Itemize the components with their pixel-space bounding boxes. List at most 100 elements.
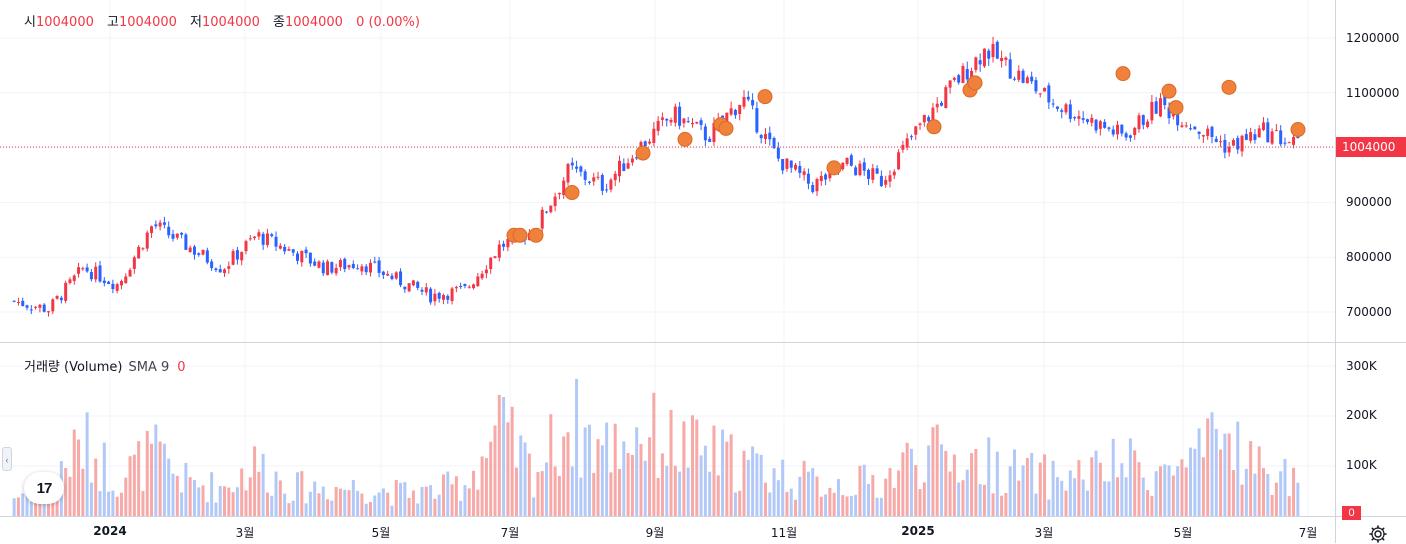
volume-bar xyxy=(145,430,149,516)
candle-body xyxy=(1146,121,1150,127)
volume-bar xyxy=(1073,478,1077,516)
candle-body xyxy=(708,138,712,142)
volume-bar xyxy=(248,477,252,516)
candle-body xyxy=(1257,128,1261,138)
volume-bar xyxy=(411,490,415,516)
volume-bar xyxy=(836,479,840,516)
candle-body xyxy=(1266,122,1270,143)
candle-body xyxy=(1244,134,1248,140)
volume-bar xyxy=(1287,496,1291,516)
volume-bar xyxy=(553,466,557,516)
candle-body xyxy=(772,137,776,149)
volume-bar xyxy=(630,454,634,516)
volume-bar xyxy=(901,452,905,516)
collapse-pane-button[interactable]: ‹ xyxy=(2,447,12,471)
candle-body xyxy=(1180,125,1184,127)
candle-body xyxy=(626,163,630,169)
volume-bar xyxy=(931,427,935,516)
candle-body xyxy=(244,241,248,252)
volume-bar xyxy=(407,497,411,516)
close-label: 종 xyxy=(273,15,286,30)
volume-bar xyxy=(347,490,351,516)
event-markers[interactable] xyxy=(506,66,1306,243)
volume-bar xyxy=(484,458,488,516)
volume-bar xyxy=(300,471,304,516)
candle-body xyxy=(1047,85,1051,103)
candle-body xyxy=(909,136,913,138)
event-marker xyxy=(757,89,773,105)
candle-body xyxy=(695,122,699,124)
volume-bar xyxy=(978,484,982,516)
volume-bar xyxy=(72,429,76,516)
volume-bar xyxy=(98,491,102,516)
candle-body xyxy=(570,162,574,166)
candle-body xyxy=(493,256,497,258)
volume-bar xyxy=(1051,460,1055,516)
volume-bar xyxy=(609,472,613,516)
candle-body xyxy=(665,118,669,121)
volume-bar xyxy=(648,437,652,516)
candle-body xyxy=(446,295,450,300)
volume-legend[interactable]: 거래량 (Volume) SMA 9 0 xyxy=(24,356,186,375)
candle-body xyxy=(291,249,295,253)
candle-body xyxy=(158,222,162,227)
volume-bar xyxy=(1064,490,1068,516)
candle-body xyxy=(849,155,853,166)
volume-bar xyxy=(746,459,750,516)
candle-body xyxy=(210,261,214,269)
volume-bar xyxy=(1180,459,1184,516)
volume-bar xyxy=(1098,462,1102,516)
candle-body xyxy=(656,120,660,131)
volume-bar xyxy=(158,441,162,516)
volume-bar xyxy=(763,482,767,516)
candle-body xyxy=(308,252,312,264)
volume-bar xyxy=(313,481,317,516)
settings-gear-icon[interactable] xyxy=(1368,524,1388,544)
low-label: 저 xyxy=(190,15,202,30)
volume-bar xyxy=(1266,474,1270,516)
volume-bar xyxy=(952,454,956,516)
candle-body xyxy=(948,80,952,88)
volume-bar xyxy=(1111,438,1115,516)
candle-body xyxy=(858,163,862,176)
candle-body xyxy=(961,66,965,84)
candle-body xyxy=(1176,110,1180,126)
volume-bar xyxy=(613,423,617,516)
candle-body xyxy=(1060,110,1064,112)
volume-bar xyxy=(1090,457,1094,516)
volume-tick-label: 300K xyxy=(1346,359,1377,373)
candle-body xyxy=(660,117,664,120)
candle-body xyxy=(1197,131,1201,134)
volume-bar xyxy=(991,493,995,516)
candle-body xyxy=(1004,57,1008,60)
tradingview-logo[interactable]: 17 xyxy=(24,472,64,504)
candle-body xyxy=(1030,76,1034,82)
candle-body xyxy=(326,261,330,276)
candle-body xyxy=(317,261,321,268)
volume-bar xyxy=(948,471,952,516)
volume-bar xyxy=(982,484,986,516)
volume-bar xyxy=(1055,477,1059,516)
time-axis-label: 2024 xyxy=(93,524,127,538)
candle-body xyxy=(25,305,29,308)
volume-bar xyxy=(506,422,510,516)
volume-bar xyxy=(1262,468,1266,516)
event-marker xyxy=(1221,79,1237,95)
candle-body xyxy=(1021,70,1025,83)
candle-body xyxy=(768,132,772,140)
volume-bar xyxy=(115,496,119,516)
volume-bar xyxy=(686,467,690,516)
candle-body xyxy=(1000,57,1004,62)
candle-body xyxy=(197,253,201,255)
volume-bar xyxy=(1085,490,1089,516)
candle-body xyxy=(1068,104,1072,119)
candle-body xyxy=(1189,128,1193,130)
event-marker xyxy=(635,145,651,161)
volume-bar xyxy=(493,425,497,516)
volume-bar xyxy=(1077,460,1081,516)
volume-bar xyxy=(1292,467,1296,516)
candle-body xyxy=(690,123,694,125)
candle-body xyxy=(150,226,154,233)
candle-body xyxy=(1240,135,1244,152)
